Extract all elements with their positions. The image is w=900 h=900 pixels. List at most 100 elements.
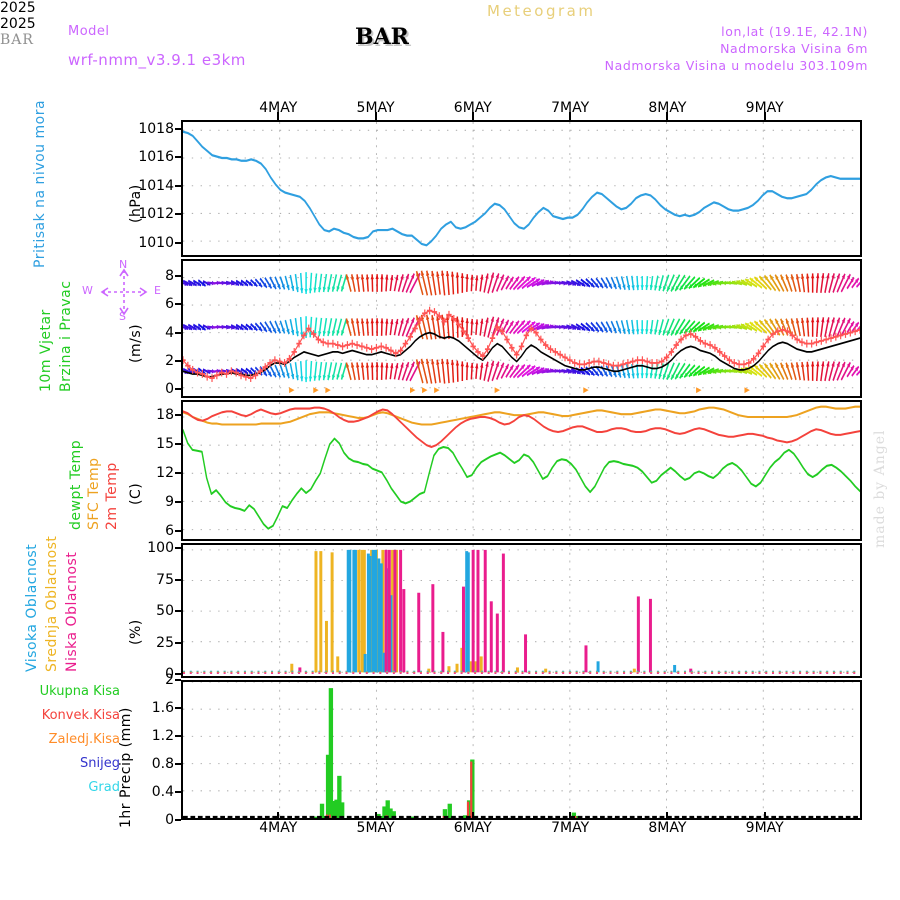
cloud-bar-low [636,596,640,673]
wind-barb [351,362,356,381]
wind-speed-marker [746,359,752,367]
wind-speed-marker [707,341,713,349]
wind-barb [610,276,617,290]
wind-speed-marker [533,328,539,337]
wind-barb [702,323,715,331]
cloud-bar-high [596,661,600,673]
wind-barb [509,364,520,379]
wind-barb [736,280,748,287]
cloud-bar-high [371,549,375,673]
precip-bar-total [331,801,336,818]
y-tick-mark [175,213,181,216]
wind-barb [308,272,313,294]
wind-barb [289,318,295,336]
y-tick-label: 0 [165,381,174,398]
wind-barb [304,360,308,383]
wind-barb [401,317,410,337]
wind-barb [806,317,810,337]
wind-speed-marker [852,327,858,336]
wind-barb [832,361,841,382]
x-tick-label: 5MAY [356,100,395,116]
wind-barb [763,274,777,292]
x-tick-label: 8MAY [648,100,687,116]
wind-barb [595,277,604,289]
wind-barb [365,318,370,336]
wind-speed-marker [605,360,612,369]
wind-barb [505,364,514,378]
cloud-bar-mid [290,663,294,673]
cloud-bar-high [352,549,356,673]
wind-barb [356,362,361,381]
y-tick-mark [175,127,181,130]
y-tick-label: 8 [165,268,174,285]
cloud-bar-low [441,631,445,673]
wind-barb [697,322,710,332]
y-tick-label: 0 [165,666,174,683]
y-tick-label: 75 [156,571,174,588]
wind-barb [370,318,374,336]
y-tick-mark [175,388,181,391]
cloud-bar-mid [544,668,548,673]
wind-barb [397,318,404,337]
wind-speed-marker [320,338,326,347]
wind-barb [269,276,277,290]
wind-barb [666,362,675,381]
wind-speed-marker [359,342,365,351]
wind-speed-marker [383,343,389,352]
wind-barb [345,274,352,293]
x-tick-mark [763,112,766,120]
wind-barb [360,318,365,336]
wind-barb [758,319,772,335]
wind-barb [340,274,348,292]
wind-speed-marker [417,316,423,325]
wind-barb [318,273,323,293]
wind-barb [795,273,801,293]
model-label: Model [68,24,110,39]
wind-rail-arrow [494,387,501,394]
wind-barb [331,274,338,292]
wind-barb [465,318,469,337]
wind-speed-marker [330,339,336,348]
wind-barb [828,317,835,338]
cloud-bar-high [363,653,367,673]
wind-barb [269,364,277,378]
compass-east-label: E [154,284,161,297]
wind-barb [662,362,670,380]
wind-barb [605,276,613,290]
wind-speed-marker [388,346,394,355]
wind-barb [580,322,591,332]
wind-speed-marker [257,367,264,376]
wind-speed-marker [770,330,776,338]
cloud-bar-low [471,549,475,673]
cloud-bar-high [366,553,370,673]
wind-barb [692,321,706,333]
y-axis-unit-label: (C) [128,482,144,505]
y-tick-label: 6 [165,523,174,540]
wind-barb [289,362,295,380]
wind-barb [795,317,801,337]
wind-speed-marker [441,317,447,326]
cloud-bar-low [461,586,465,673]
wind-barb [649,319,654,335]
wind-barb [645,275,649,291]
wind-barb [487,360,495,382]
y-tick-mark [175,275,181,278]
wind-barb [318,361,323,381]
wind-barb [649,275,654,291]
wind-speed-marker [586,359,592,367]
wind-barb [375,318,379,336]
wind-speed-marker [349,339,355,348]
wind-barb [483,273,489,293]
wind-speed-marker [397,346,404,355]
cloud-bar-low [393,549,397,673]
wind-barb [327,317,333,337]
wind-speed-marker [465,334,472,343]
wind-barb [389,274,394,292]
wind-speed-marker [412,324,418,333]
wind-barb [570,279,581,287]
wind-barb [605,321,613,334]
wind-barb [375,362,379,381]
wind-barb [340,362,348,380]
y-tick-mark [175,414,181,417]
wind-barb [692,277,706,289]
